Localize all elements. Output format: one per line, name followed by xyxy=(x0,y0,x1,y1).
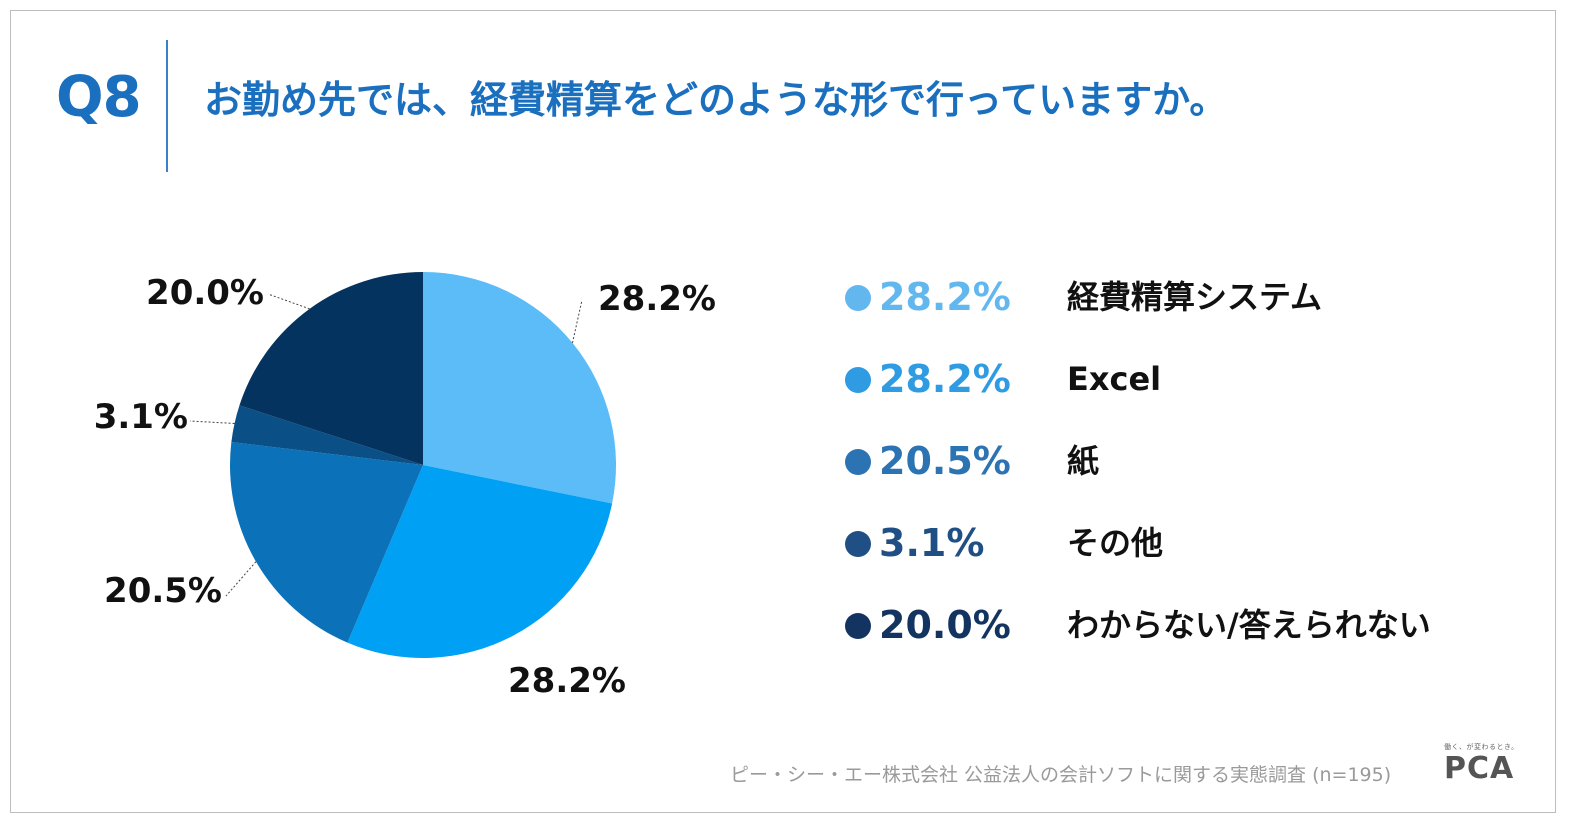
legend-label-system: 経費精算システム xyxy=(1067,278,1323,316)
legend-dot-system xyxy=(845,285,871,311)
pie-slice-system xyxy=(423,272,616,504)
leader-line-unknown xyxy=(267,293,310,310)
leader-lines xyxy=(189,293,583,597)
legend-dot-other xyxy=(845,531,871,557)
pca-logo: 働く、が変わるとき。 PCA xyxy=(1444,742,1524,784)
legend-item-paper: 20.5% 紙 xyxy=(845,436,1485,486)
legend-label-excel: Excel xyxy=(1067,360,1162,398)
logo-tagline: 働く、が変わるとき。 xyxy=(1444,743,1519,751)
legend-dot-excel xyxy=(845,367,871,393)
legend-label-other: その他 xyxy=(1067,524,1164,562)
question-number: Q8 xyxy=(56,65,142,130)
pie-slice-paper xyxy=(229,442,423,643)
slice-label-other: 3.1% xyxy=(94,397,188,437)
legend-item-excel: 28.2% Excel xyxy=(845,354,1485,404)
slice-label-system: 28.2% xyxy=(598,279,716,319)
slice-label-excel: 28.2% xyxy=(508,661,626,701)
slice-label-unknown: 20.0% xyxy=(146,273,264,313)
legend-pct-other: 3.1% xyxy=(879,521,985,565)
slice-label-paper: 20.5% xyxy=(104,571,222,611)
legend-label-paper: 紙 xyxy=(1067,442,1100,480)
leader-line-paper xyxy=(225,561,257,597)
pie-slices xyxy=(229,272,616,658)
legend-pct-paper: 20.5% xyxy=(879,439,1011,483)
pie-slice-other xyxy=(231,405,423,465)
legend-item-other: 3.1% その他 xyxy=(845,518,1485,568)
legend-dot-paper xyxy=(845,449,871,475)
question-title: お勤め先では、経費精算をどのような形で行っていますか。 xyxy=(204,78,1228,122)
pie-slice-excel xyxy=(347,465,613,658)
slice-labels: 28.2% 28.2% 20.5% 3.1% 20.0% xyxy=(94,273,716,701)
legend-pct-excel: 28.2% xyxy=(879,357,1011,401)
logo-text: PCA xyxy=(1444,751,1515,786)
legend-label-unknown: わからない/答えられない xyxy=(1067,606,1431,644)
leader-line-system xyxy=(571,299,583,344)
leader-line-other xyxy=(189,420,235,424)
legend-dot-unknown xyxy=(845,613,871,639)
pie-slice-unknown xyxy=(239,272,423,465)
chart-frame xyxy=(10,10,1556,813)
title-divider xyxy=(166,40,168,172)
legend-pct-system: 28.2% xyxy=(879,275,1011,319)
legend-pct-unknown: 20.0% xyxy=(879,603,1011,647)
legend-item-unknown: 20.0% わからない/答えられない xyxy=(845,600,1485,650)
legend-item-system: 28.2% 経費精算システム xyxy=(845,272,1485,322)
source-note: ピー・シー・エー株式会社 公益法人の会計ソフトに関する実態調査 (n=195) xyxy=(730,764,1392,786)
